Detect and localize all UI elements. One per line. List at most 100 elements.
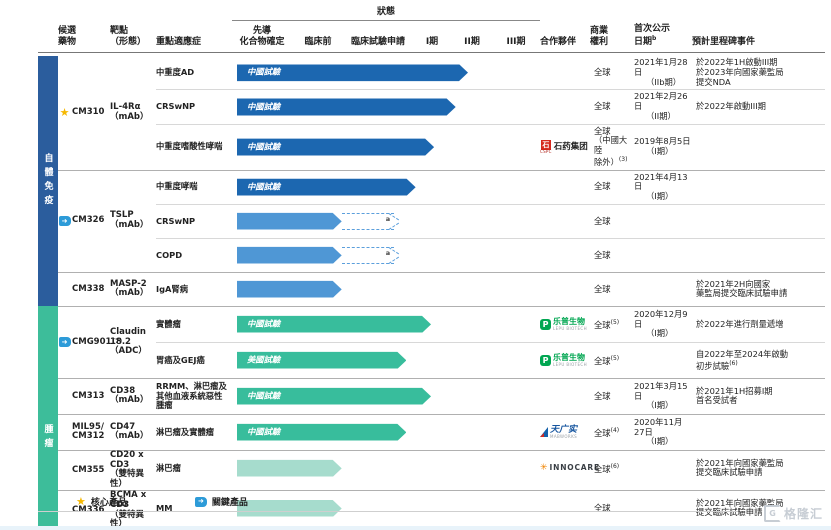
stage-cell: 中國試驗 (232, 381, 540, 412)
candidate-group: CM338 MASP-2 （mAb） IgA腎病 全球 於2021年2H向國家 藥監局提… (58, 271, 825, 306)
section-autoimmune: 自體免疫 ★ CM310 IL-4Rα （mAb） 中重度AD 中國試驗 全球 2021年1月… (38, 56, 825, 306)
stage-cell: a (232, 207, 540, 236)
lepu-icon: P (540, 354, 551, 366)
legend-key-product: ➜ 關鍵產品 (194, 495, 248, 508)
candidate-name: CM336 (72, 504, 105, 515)
trial-region-label: 中國試驗 (247, 66, 281, 77)
rights-footnote: (6) (610, 462, 620, 470)
gelonghui-watermark: G 格隆汇 (763, 505, 823, 522)
col-milestone: 預計里程碑事件 (692, 36, 756, 47)
trial-region-label: 中國試驗 (247, 101, 281, 112)
section-band-label: 自體免疫 (38, 56, 58, 306)
stage-progress-bar (237, 213, 342, 230)
partner-cell: P 乐普生物 LEPU BIOTECH (540, 317, 590, 331)
disclosure-date: 2021年4月13日 (634, 171, 688, 192)
mabworks-sail-icon (540, 427, 548, 438)
target-cell: CD20 x CD3 （雙特異性） (110, 449, 145, 490)
status-group-label: 狀態 (376, 7, 395, 17)
stage-cell: 美國試驗 (232, 345, 540, 376)
innocare-burst-icon: ✳ (540, 462, 548, 473)
indication-label: CRSwNP (156, 101, 196, 112)
stage-cell: 中國試驗 (232, 58, 540, 87)
disclosure-date: 2020年11月27日 (634, 416, 683, 437)
table-row: CRSwNP a 全球 (156, 203, 825, 238)
cspc-sub-label: CSPC (540, 149, 552, 155)
milestone-cell: 於2021年向國家藥監局 提交臨床試驗申請 (696, 457, 784, 478)
candidate-group: CM336 BCMA x CD3 （雙特異性） MM 全球 於2021年向國家藥監局 提… (58, 489, 825, 526)
first-disclosure-date-cell: 2021年3月15日 （I期） (634, 380, 692, 411)
table-row: RRMM、淋巴瘤及 其他血液系統惡性腫瘤 中國試驗 全球 2021年3月15日 （I期）… (156, 379, 825, 414)
candidate-cell: ★ CM310 (58, 56, 110, 170)
stage-cell: a (232, 241, 540, 270)
candidate-cell: MIL95/ CM312 (58, 415, 110, 450)
pipeline-sections: 自體免疫 ★ CM310 IL-4Rα （mAb） 中重度AD 中國試驗 全球 2021年1月… (38, 56, 825, 526)
candidate-marker: ➜ (58, 337, 71, 348)
lepu-text: 乐普生物 LEPU BIOTECH (553, 353, 588, 367)
indication-rows: 實體瘤 中國試驗 P 乐普生物 LEPU BIOTECH 全球(5) 2020年12月9日（… (156, 307, 825, 378)
disclosure-phase: （I期） (646, 191, 674, 202)
partner-sub-label: LEPU BIOTECH (553, 325, 588, 331)
stage-progress-bar (237, 500, 342, 517)
indication-label: COPD (156, 249, 183, 260)
col-date: 首次公示 日期b (634, 24, 692, 48)
table-row: 胃癌及GEJ癌 美國試驗 P 乐普生物 LEPU BIOTECH 全球(5) 自2022年至… (156, 341, 825, 378)
gelonghui-logo-text: 格隆汇 (783, 507, 823, 521)
candidate-group: ➜ CMG901 (7) Claudin 18.2 （ADC） 實體瘤 中國試驗 P 乐普生物… (58, 305, 825, 378)
milestone-cell: 於2022年進行劑量遞增 (696, 318, 784, 329)
partner-name: 天广实 (550, 424, 578, 435)
candidate-marker: ★ (58, 107, 71, 118)
col-stage-phase3: III期 (506, 36, 526, 47)
table-row: COPD a 全球 (156, 237, 825, 272)
milestone-cell: 於2021年2H向國家 藥監局提交臨床試驗申請 (696, 278, 788, 299)
milestone-footnote: (6) (729, 359, 738, 367)
table-row: 實體瘤 中國試驗 P 乐普生物 LEPU BIOTECH 全球(5) 2020年12月9日（… (156, 307, 825, 342)
mabworks-text: 天广实 MABWORKS (550, 424, 578, 439)
trial-region-label: 中國試驗 (247, 141, 281, 152)
trial-region-label: 美國試驗 (247, 354, 281, 365)
partner-logo-lepu: P 乐普生物 LEPU BIOTECH (540, 317, 588, 331)
table-row: 淋巴瘤 ✳ INNOCARE 全球(6) 於2021年向國家藥監局 提交臨床試驗申請 (156, 451, 825, 486)
stage-cell (232, 493, 540, 524)
candidate-name: CM310 (72, 106, 105, 117)
candidate-group: CM355 CD20 x CD3 （雙特異性） 淋巴瘤 ✳ INNOCARE 全球(6) 於… (58, 449, 825, 490)
stage-cell: 中國試驗 (232, 417, 540, 448)
stage-progress-bar: 美國試驗 (237, 352, 406, 369)
trial-region-label: 中國試驗 (247, 318, 281, 329)
star-icon: ★ (76, 495, 86, 508)
candidate-name: CM326 (72, 215, 105, 226)
table-row: 中重度嗜酸性哮喘 中國試驗 石 CSPC 石药集团 全球 （中國大陸 除外）(3) 2019… (156, 123, 825, 170)
trial-region-label: 中國試驗 (247, 181, 281, 192)
target-cell: CD47 （mAb） (110, 421, 149, 442)
stage-progress-bar: 中國試驗 (237, 388, 431, 405)
first-disclosure-date-cell: 2019年8月5日 （I期） (634, 137, 692, 157)
col-stage-phase1: I期 (425, 36, 439, 47)
candidate-marker: ➜ (58, 216, 71, 227)
indication-rows: RRMM、淋巴瘤及 其他血液系統惡性腫瘤 中國試驗 全球 2021年3月15日 （I期）… (156, 379, 825, 414)
col-rights: 商業 權利 (590, 26, 609, 47)
first-disclosure-date-cell: 2021年4月13日 （I期） (634, 171, 692, 202)
commercial-rights-cell: 全球 (594, 101, 611, 112)
partner-logo-innocare: ✳ INNOCARE (540, 462, 600, 473)
candidate-name: MIL95/ CM312 (72, 421, 105, 442)
commercial-rights-cell: 全球 (594, 215, 611, 226)
candidate-cell: ➜ CM326 (58, 171, 110, 272)
section-tumor: 腫瘤 ➜ CMG901 (7) Claudin 18.2 （ADC） 實體瘤 中國試驗 P 乐普… (38, 305, 825, 526)
stage-progress-bar: 中國試驗 (237, 99, 456, 116)
rights-footnote: (3) (618, 156, 628, 164)
indication-label: 實體瘤 (156, 318, 181, 329)
col-indication: 重點適應症 (156, 36, 202, 47)
indication-label: RRMM、淋巴瘤及 其他血液系統惡性腫瘤 (156, 380, 227, 411)
candidate-cell: CM355 (58, 451, 110, 490)
partner-sub-label: LEPU BIOTECH (553, 361, 588, 367)
indication-label: 胃癌及GEJ癌 (156, 354, 205, 365)
table-row: 淋巴瘤及實體瘤 中國試驗 天广实 MABWORKS 全球(4) 2020年11月27日 （I… (156, 415, 825, 450)
candidate-cell: CM338 (58, 273, 110, 306)
star-icon: ★ (59, 106, 70, 120)
commercial-rights-cell: 全球 (594, 390, 611, 401)
candidate-group: CM313 CD38 （mAb） RRMM、淋巴瘤及 其他血液系統惡性腫瘤 中國試驗 全… (58, 377, 825, 414)
disclosure-date: 2019年8月5日 (634, 136, 691, 147)
disclosure-date: 2021年3月15日 (634, 380, 688, 401)
trial-region-label: 中國試驗 (247, 390, 281, 401)
section-band-label: 腫瘤 (38, 305, 58, 526)
target-cell: Claudin 18.2 （ADC） (110, 326, 147, 357)
